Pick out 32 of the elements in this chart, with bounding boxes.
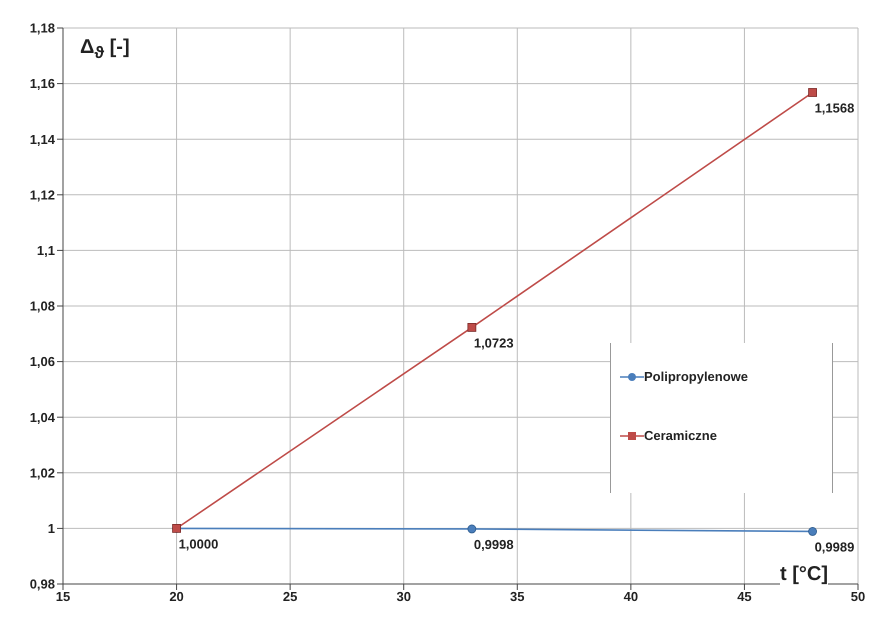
- data-label: 1,0000: [178, 536, 218, 552]
- x-tick-label: 40: [624, 589, 638, 604]
- y-tick-label: 1,1: [36, 243, 55, 258]
- x-tick-label: 20: [169, 589, 184, 604]
- data-label: 1,1568: [814, 100, 854, 116]
- data-label: 0,9989: [814, 539, 854, 554]
- x-tick-label: 30: [396, 589, 411, 604]
- x-tick-label: 15: [56, 589, 70, 604]
- legend-label: Polipropylenowe: [644, 369, 748, 384]
- y-tick-label: 1,02: [30, 465, 55, 480]
- y-tick-label: 1,18: [30, 20, 55, 36]
- y-tick-label: 1,08: [30, 298, 55, 314]
- point: [467, 323, 476, 332]
- x-tick-label: 35: [510, 589, 525, 604]
- y-tick-label: 1,16: [30, 76, 55, 92]
- data-label: 1,0723: [474, 335, 514, 350]
- data-label: 0,9998: [474, 536, 514, 552]
- y-tick-label: 0,98: [30, 576, 55, 592]
- x-axis-title: t [°C]: [780, 563, 828, 586]
- point: [808, 527, 817, 536]
- y-tick-label: 1,12: [30, 187, 55, 202]
- y-tick-label: 1,14: [30, 132, 56, 147]
- point: [808, 88, 817, 97]
- y-tick-label: 1,04: [30, 410, 56, 425]
- point: [467, 524, 476, 534]
- x-tick-label: 50: [850, 589, 866, 604]
- x-tick-label: 45: [737, 589, 752, 604]
- legend-label: Ceramiczne: [644, 428, 717, 443]
- y-axis-title: Δ$_{ϑ}$ [-]: [80, 36, 130, 63]
- y-tick-label: 1: [48, 521, 55, 536]
- x-tick-label: 25: [282, 589, 298, 604]
- y-tick-label: 1,06: [30, 354, 55, 370]
